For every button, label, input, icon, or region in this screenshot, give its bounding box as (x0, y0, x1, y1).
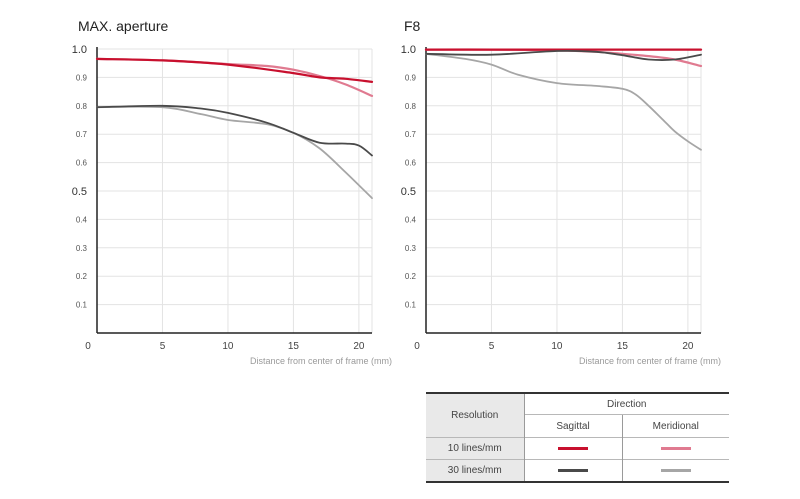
series-line-10-lines-mm-sagittal (95, 57, 374, 83)
y-tick-label: 1.0 (401, 44, 416, 56)
legend-swatch-cell (523, 459, 622, 482)
x-axis-label: Distance from center of frame (mm) (579, 356, 721, 366)
chart-title: F8 (404, 18, 421, 34)
legend-col-meridional: Meridional (621, 414, 729, 438)
y-tick-label: 0.2 (76, 272, 88, 281)
y-tick-label: 0.4 (76, 215, 88, 224)
legend-resolution-header: Resolution (426, 393, 524, 438)
legend-swatch-cell (621, 459, 729, 482)
y-tick-label: 0.9 (76, 73, 88, 82)
x-tick-label: 15 (617, 341, 629, 352)
series-line-30-lines-mm-sagittal (425, 49, 702, 61)
x-tick-label: 15 (288, 341, 300, 352)
y-tick-label: 0.5 (401, 186, 416, 198)
y-tick-label: 1.0 (72, 44, 87, 56)
legend-direction-header: Direction (523, 393, 729, 415)
y-tick-label: 0.8 (76, 102, 88, 111)
series-line-30-lines-mm-meridional (425, 52, 702, 151)
y-tick-label: 0.5 (72, 186, 87, 198)
y-tick-label: 0.2 (405, 272, 417, 281)
x-tick-label: 0 (414, 341, 420, 352)
legend-swatch-cell (621, 437, 729, 460)
x-tick-label: 20 (353, 341, 365, 352)
y-tick-label: 0.3 (405, 244, 417, 253)
legend-swatch-cell (523, 437, 622, 460)
x-tick-label: 5 (160, 341, 166, 352)
x-axis-label: Distance from center of frame (mm) (250, 356, 392, 366)
legend-col-sagittal: Sagittal (523, 414, 622, 438)
y-tick-label: 0.6 (76, 159, 88, 168)
y-tick-label: 0.1 (405, 301, 417, 310)
y-tick-label: 0.7 (405, 130, 417, 139)
series-line-30-lines-mm-sagittal (96, 104, 373, 157)
legend-table: Resolution Direction Sagittal Meridional… (426, 392, 729, 483)
x-tick-label: 0 (85, 341, 91, 352)
legend-swatch-10-meridional (660, 446, 691, 450)
y-tick-label: 0.4 (405, 215, 417, 224)
x-tick-label: 10 (222, 341, 234, 352)
chart-max-aperture: MAX. aperture 0.1 0.2 0.3 0.4 0.5 0.6 0.7 0.8 0.9… (72, 18, 392, 366)
x-tick-label: 5 (489, 341, 495, 352)
legend-row-10lpmm: 10 lines/mm (426, 437, 524, 460)
legend-row-30lpmm: 30 lines/mm (426, 459, 524, 482)
y-tick-label: 0.1 (76, 301, 88, 310)
y-tick-label: 0.6 (405, 159, 417, 168)
legend-swatch-10-sagittal (558, 446, 588, 450)
y-tick-label: 0.8 (405, 102, 417, 111)
legend-swatch-30-sagittal (558, 468, 588, 472)
x-tick-label: 20 (682, 341, 694, 352)
x-tick-label: 10 (551, 341, 563, 352)
y-tick-label: 0.3 (76, 244, 88, 253)
y-tick-label: 0.7 (76, 130, 88, 139)
chart-f8: F8 0.1 0.2 0.3 0.4 0.5 0.6 0.7 0.8 0.9 1.0 0 5 10 15 20… (401, 18, 721, 366)
chart-title: MAX. aperture (78, 18, 168, 34)
series-line-10-lines-mm-meridional (424, 48, 703, 68)
legend-swatch-30-meridional (660, 468, 691, 472)
series-line-30-lines-mm-meridional (96, 105, 373, 199)
y-tick-label: 0.9 (405, 73, 417, 82)
